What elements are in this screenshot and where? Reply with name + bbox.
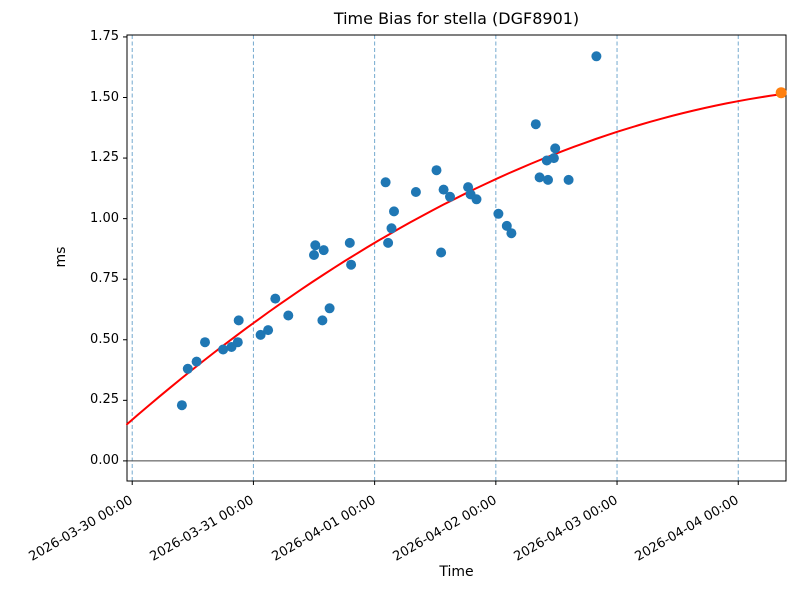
data-point <box>176 400 187 411</box>
y-tick-label: 1.00 <box>90 210 119 226</box>
data-point <box>410 187 421 197</box>
data-point <box>471 194 482 205</box>
y-tick-label: 0.50 <box>90 331 119 347</box>
data-point <box>438 184 449 195</box>
tick-marks <box>123 36 739 485</box>
data-point <box>506 228 517 239</box>
data-point <box>232 337 243 348</box>
data-point <box>309 250 319 260</box>
data-point <box>233 315 244 326</box>
data-point <box>218 344 229 355</box>
data-point <box>550 143 561 154</box>
data-point <box>548 153 559 164</box>
forecast-point <box>775 87 787 99</box>
data-point <box>431 165 442 176</box>
data-point <box>346 259 357 270</box>
data-point <box>534 172 545 183</box>
y-tick-label: 0.25 <box>90 392 119 408</box>
data-point <box>436 247 447 258</box>
data-point <box>344 237 355 248</box>
data-point <box>191 356 202 367</box>
data-point <box>310 240 321 251</box>
data-point <box>324 303 335 314</box>
data-point <box>255 329 266 340</box>
data-point <box>317 315 328 326</box>
data-point <box>563 174 574 185</box>
data-point <box>383 237 394 248</box>
data-point <box>270 293 281 304</box>
data-point <box>501 220 512 231</box>
data-point <box>200 337 210 348</box>
gridlines <box>131 35 739 481</box>
y-tick-label: 0.75 <box>90 271 119 287</box>
data-point <box>445 191 455 202</box>
y-tick-label: 1.25 <box>90 150 119 166</box>
data-point <box>530 119 541 130</box>
y-tick-label: 1.50 <box>90 89 119 105</box>
fit-curve <box>126 93 782 426</box>
scatter-layer <box>176 51 787 411</box>
plot-border <box>126 34 787 482</box>
data-point <box>543 174 553 185</box>
axes-spines <box>126 34 787 482</box>
chart-title: Time Bias for stella (DGF8901) <box>333 9 580 28</box>
data-point <box>380 177 391 188</box>
data-point <box>493 208 504 219</box>
y-tick-label: 1.75 <box>90 28 119 44</box>
fit-curve-layer <box>126 93 782 426</box>
data-point <box>283 310 294 321</box>
data-point <box>386 223 397 234</box>
data-point <box>182 363 193 374</box>
x-axis-title: Time <box>439 564 474 580</box>
data-point <box>263 325 274 336</box>
y-tick-label: 0.00 <box>90 452 119 468</box>
data-point <box>389 206 399 217</box>
data-point <box>318 245 329 256</box>
data-point <box>591 51 602 62</box>
